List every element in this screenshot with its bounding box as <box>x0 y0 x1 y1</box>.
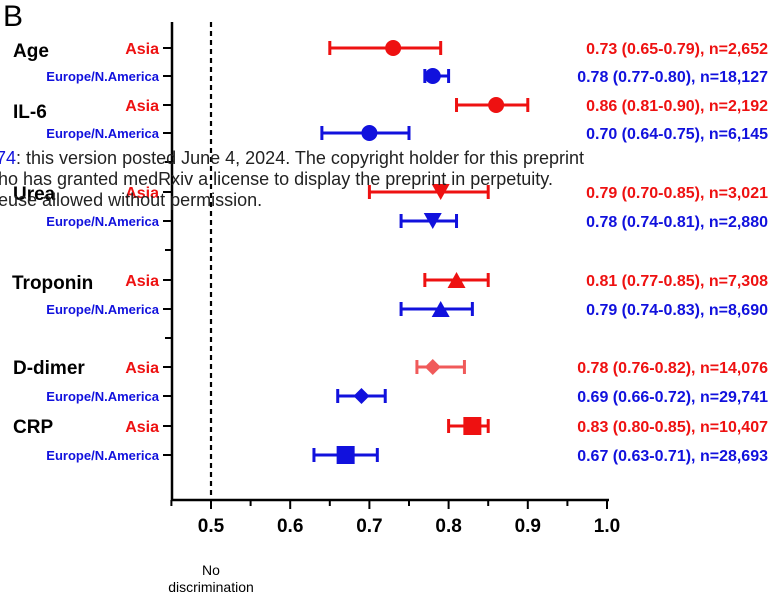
region-label-asia: Asia <box>125 273 159 290</box>
panel-label: B <box>3 0 23 33</box>
biomarker-label: Urea <box>13 184 56 205</box>
point-estimate-marker <box>431 184 450 200</box>
watermark-line-1: : this version posted June 4, 2024. The … <box>16 148 584 168</box>
region-label-europe: Europe/N.America <box>46 126 159 141</box>
estimate-label: 0.81 (0.77-0.85), n=7,308 <box>586 273 768 290</box>
biomarker-label: IL-6 <box>13 102 47 123</box>
watermark-line-3: euse allowed without permission. <box>0 190 262 210</box>
x-tick-label: 0.6 <box>277 516 303 537</box>
region-label-asia: Asia <box>125 185 159 202</box>
estimate-label: 0.83 (0.80-0.85), n=10,407 <box>577 419 768 436</box>
svg-text:74: this version posted June 4: 74: this version posted June 4, 2024. Th… <box>0 148 584 168</box>
estimate-label: 0.79 (0.70-0.85), n=3,021 <box>586 185 768 202</box>
point-estimate-marker <box>447 272 466 288</box>
estimate-label: 0.78 (0.76-0.82), n=14,076 <box>577 360 768 377</box>
estimate-label: 0.86 (0.81-0.90), n=2,192 <box>586 98 768 115</box>
estimate-label: 0.78 (0.74-0.81), n=2,880 <box>586 214 768 231</box>
region-label-asia: Asia <box>125 41 159 58</box>
estimate-label: 0.78 (0.77-0.80), n=18,127 <box>577 69 768 86</box>
region-label-europe: Europe/N.America <box>46 448 159 463</box>
point-estimate-marker <box>463 417 482 435</box>
point-estimate-marker <box>353 388 370 404</box>
region-label-asia: Asia <box>125 419 159 436</box>
point-estimate-marker <box>385 40 402 56</box>
estimate-label: 0.67 (0.63-0.71), n=28,693 <box>577 448 768 465</box>
point-estimate-marker <box>423 213 442 229</box>
estimate-label: 0.70 (0.64-0.75), n=6,145 <box>586 126 768 143</box>
point-estimate-marker <box>431 301 450 317</box>
estimate-label: 0.73 (0.65-0.79), n=2,652 <box>586 41 768 58</box>
estimate-label: 0.79 (0.74-0.83), n=8,690 <box>586 302 768 319</box>
watermark-prefix: 74 <box>0 148 16 168</box>
biomarker-label: CRP <box>13 417 53 438</box>
point-estimate-marker <box>336 446 355 464</box>
region-label-europe: Europe/N.America <box>46 302 159 317</box>
region-label-europe: Europe/N.America <box>46 214 159 229</box>
reference-label-line-1: No <box>202 562 220 578</box>
x-tick-label: 0.5 <box>198 516 225 537</box>
point-estimate-marker <box>424 359 441 375</box>
x-tick-label: 1.0 <box>594 516 620 537</box>
estimate-label: 0.69 (0.66-0.72), n=29,741 <box>577 389 768 406</box>
watermark-line-2: ho has granted medRxiv a license to disp… <box>0 169 553 189</box>
preprint-watermark: 74: this version posted June 4, 2024. Th… <box>0 148 584 210</box>
point-estimate-marker <box>424 68 441 84</box>
region-label-europe: Europe/N.America <box>46 69 159 84</box>
region-label-asia: Asia <box>125 98 159 115</box>
biomarker-label: D-dimer <box>13 358 85 379</box>
region-label-europe: Europe/N.America <box>46 389 159 404</box>
x-tick-label: 0.9 <box>515 516 541 537</box>
reference-label-line-2: discrimination <box>168 579 254 595</box>
x-tick-label: 0.7 <box>356 516 382 537</box>
biomarker-label: Troponin <box>12 273 93 294</box>
region-label-asia: Asia <box>125 360 159 377</box>
point-estimate-marker <box>488 97 505 113</box>
x-tick-label: 0.8 <box>435 516 461 537</box>
biomarker-label: Age <box>13 41 49 62</box>
point-estimate-marker <box>361 125 378 141</box>
